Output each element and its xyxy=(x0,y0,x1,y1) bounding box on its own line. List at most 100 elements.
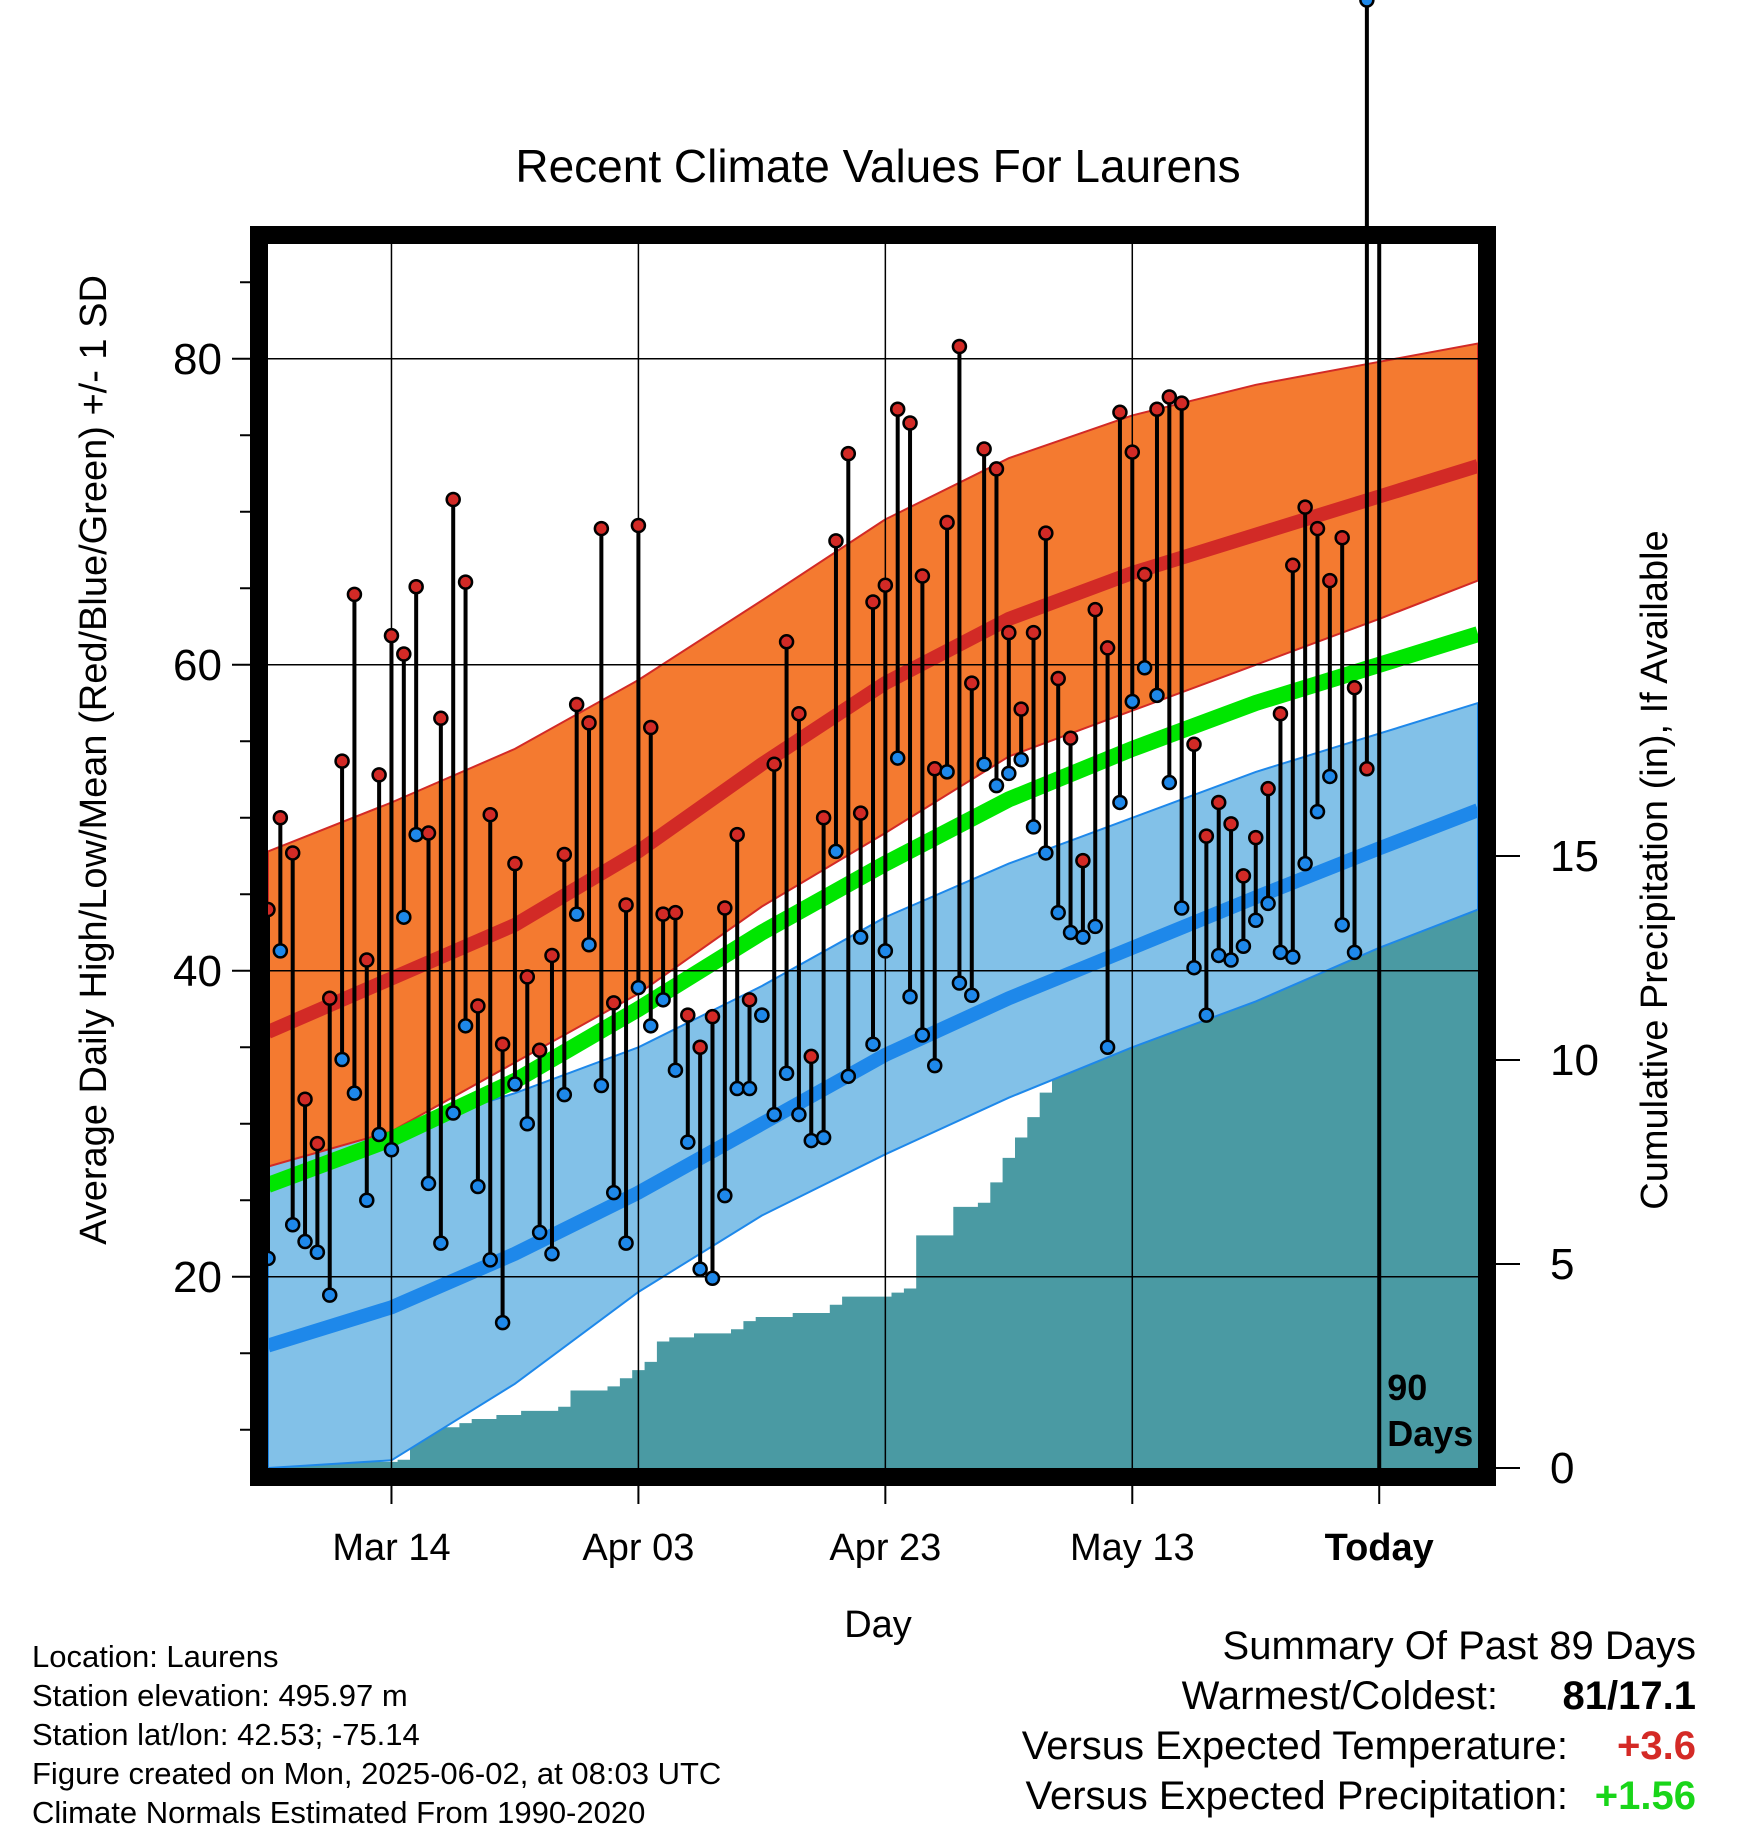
daily-high-point xyxy=(1260,780,1276,797)
daily-high-point xyxy=(766,756,782,772)
daily-high-point xyxy=(791,705,807,722)
precip-anomaly-value: +1.56 xyxy=(1594,1774,1696,1818)
daily-low-point xyxy=(272,943,289,959)
daily-high-point xyxy=(1248,829,1264,846)
daily-low-point xyxy=(1075,929,1091,945)
daily-low-point xyxy=(630,979,647,996)
daily-low-point xyxy=(1087,918,1103,935)
daily-high-point xyxy=(778,634,795,650)
plot-frame xyxy=(250,226,1496,1486)
info-normals: Climate Normals Estimated From 1990-2020 xyxy=(32,1795,646,1830)
daily-high-point xyxy=(1099,640,1116,656)
info-location: Location: Laurens xyxy=(32,1639,279,1674)
daily-low-point xyxy=(1198,1007,1215,1023)
daily-low-point xyxy=(914,1027,931,1043)
daily-high-point xyxy=(1062,730,1079,746)
daily-low-point xyxy=(988,777,1005,794)
y-tick-label: 40 xyxy=(173,947,222,996)
temp-anomaly-value: +3.6 xyxy=(1617,1724,1696,1768)
daily-low-point xyxy=(754,1007,770,1023)
daily-high-point xyxy=(457,574,474,590)
x-tick-label: Apr 03 xyxy=(582,1527,694,1569)
daily-high-point xyxy=(1050,670,1066,687)
daily-high-point xyxy=(840,445,857,462)
daily-high-point xyxy=(1001,624,1017,641)
daily-low-point xyxy=(1235,938,1252,955)
daily-high-point xyxy=(1161,389,1178,405)
y2-axis-label: Cumulative Precipitation (in), If Availa… xyxy=(1634,530,1676,1209)
daily-high-point xyxy=(717,900,733,916)
daily-low-point xyxy=(655,992,671,1008)
today-label-days: Days xyxy=(1387,1413,1473,1454)
daily-high-point xyxy=(667,904,684,921)
daily-low-point xyxy=(1173,900,1190,916)
daily-low-point xyxy=(1272,944,1289,961)
daily-low-point xyxy=(766,1106,782,1123)
daily-high-point xyxy=(618,897,634,913)
daily-low-point xyxy=(519,1116,536,1132)
daily-low-point xyxy=(494,1314,511,1331)
daily-low-point xyxy=(729,1080,745,1097)
daily-high-point xyxy=(1272,705,1289,722)
daily-low-point xyxy=(889,750,906,766)
daily-high-point xyxy=(865,594,881,610)
daily-high-point xyxy=(704,1008,721,1025)
daily-low-point xyxy=(704,1270,721,1287)
daily-low-point xyxy=(840,1068,857,1085)
plot-content xyxy=(268,244,1478,1468)
y2-tick-label: 0 xyxy=(1550,1444,1574,1493)
daily-high-point xyxy=(828,533,844,549)
daily-high-point xyxy=(544,947,560,964)
warmest-coldest-value: 81/17.1 xyxy=(1562,1674,1696,1718)
y-tick-label: 60 xyxy=(173,641,222,690)
daily-low-point xyxy=(482,1252,498,1268)
daily-low-point xyxy=(433,1235,449,1251)
daily-low-point xyxy=(1210,947,1227,964)
x-tick-label: Apr 23 xyxy=(829,1527,941,1569)
daily-high-point xyxy=(519,969,536,985)
chart-title: Recent Climate Values For Laurens xyxy=(515,140,1240,192)
daily-high-point xyxy=(359,952,375,968)
daily-low-point xyxy=(605,1184,622,1201)
daily-low-point xyxy=(717,1187,733,1204)
daily-low-point xyxy=(1112,794,1128,811)
daily-high-point xyxy=(272,810,289,826)
daily-high-point xyxy=(692,1039,708,1055)
info-elevation: Station elevation: 495.97 m xyxy=(32,1678,408,1713)
daily-high-point xyxy=(556,846,573,863)
daily-high-point xyxy=(1013,701,1029,717)
daily-high-point xyxy=(408,578,424,595)
daily-high-point xyxy=(605,995,622,1011)
x-tick-label: Today xyxy=(1325,1527,1434,1569)
daily-low-point xyxy=(1309,803,1326,820)
daily-high-point xyxy=(1038,525,1054,541)
info-latlon: Station lat/lon: 42.53; -75.14 xyxy=(32,1717,420,1752)
temp-label: Versus Expected Temperature: xyxy=(1021,1724,1568,1768)
daily-low-point xyxy=(791,1106,807,1123)
daily-high-point xyxy=(729,826,745,843)
daily-low-point xyxy=(1124,693,1141,710)
daily-low-point xyxy=(408,826,424,843)
daily-low-point xyxy=(618,1235,634,1251)
daily-low-point xyxy=(297,1233,313,1250)
daily-low-point xyxy=(321,1287,338,1303)
daily-low-point xyxy=(334,1051,350,1068)
daily-low-point xyxy=(1149,687,1165,704)
daily-low-point xyxy=(1136,660,1153,676)
daily-high-point xyxy=(926,761,943,777)
daily-high-point xyxy=(1075,852,1091,869)
daily-points xyxy=(260,0,1375,1331)
daily-low-point xyxy=(445,1105,461,1121)
daily-low-point xyxy=(1161,774,1178,791)
y2-tick-label: 10 xyxy=(1550,1036,1599,1085)
daily-high-point xyxy=(976,441,992,457)
daily-low-point xyxy=(939,764,955,780)
daily-high-point xyxy=(680,1007,696,1023)
daily-low-point xyxy=(396,909,412,925)
daily-high-point xyxy=(1322,572,1338,589)
daily-low-point xyxy=(1285,949,1301,965)
x-tick-label: May 13 xyxy=(1070,1527,1195,1569)
info-created: Figure created on Mon, 2025-06-02, at 08… xyxy=(32,1756,722,1791)
daily-high-point xyxy=(1334,530,1350,546)
